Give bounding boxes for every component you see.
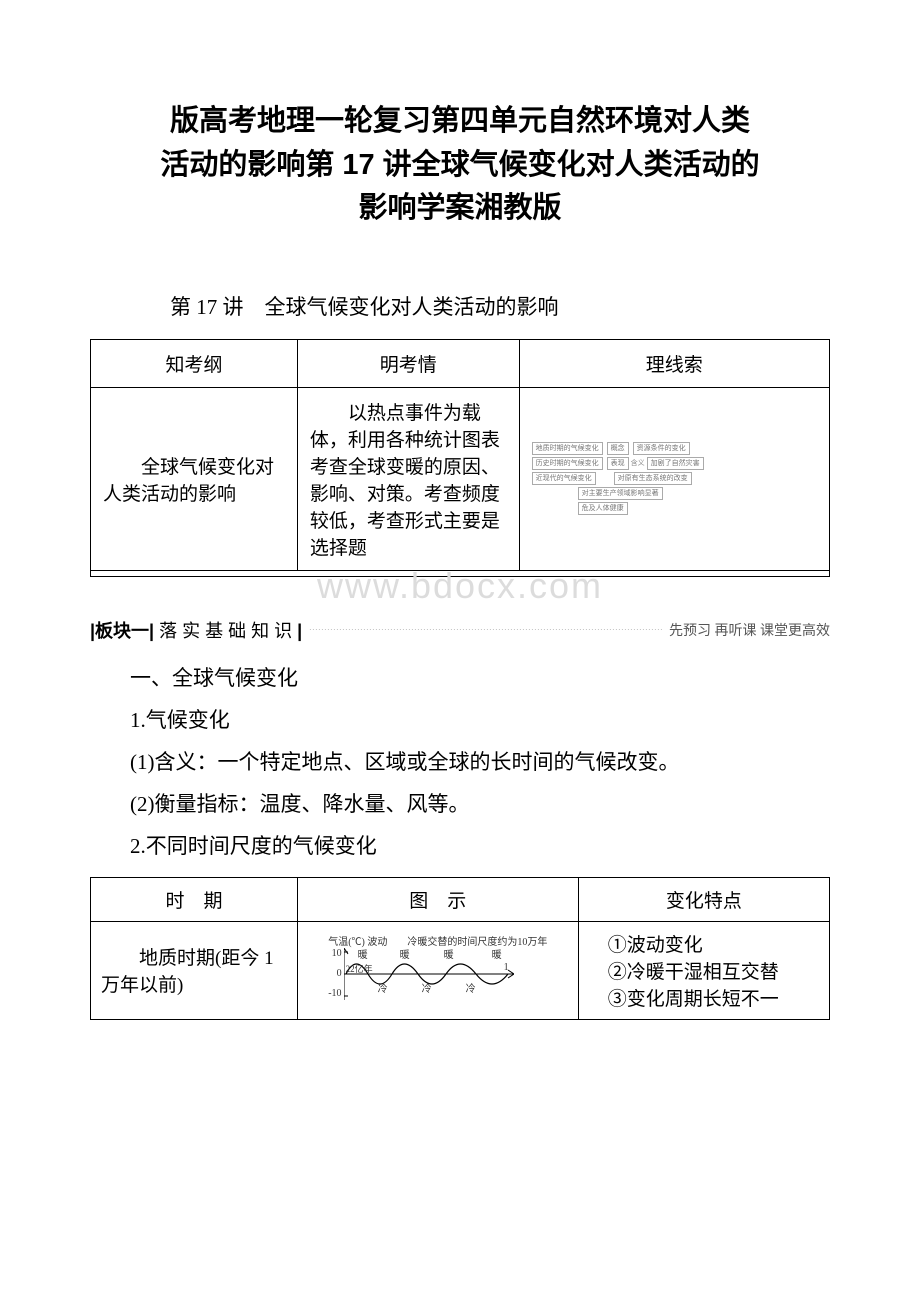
table-row: 地质时期(距今 1 万年以前) 气温(℃) 波动 冷暖交替的时间尺度约为10万年… bbox=[91, 921, 830, 1019]
document-title: 版高考地理一轮复习第四单元自然环境对人类 活动的影响第 17 讲全球气候变化对人… bbox=[90, 100, 830, 231]
cell-thread-diagram: 地质时期的气候变化 概念 资源条件的变化 历史时期的气候变化 表现 含义 加剧了… bbox=[519, 387, 829, 570]
y-tick: 10 bbox=[328, 948, 341, 960]
header-syllabus: 知考纲 bbox=[91, 339, 298, 387]
para-3: (2)衡量指标：温度、降水量、风等。 bbox=[130, 783, 830, 825]
cell-period: 地质时期(距今 1 万年以前) bbox=[91, 921, 298, 1019]
para-1: 1.气候变化 bbox=[130, 699, 830, 741]
chart-top-label: 冷暖交替的时间尺度约为10万年 bbox=[407, 937, 547, 948]
table-row: 全球气候变化对人类活动的影响 以热点事件为载体，利用各种统计图表考查全球变暖的原… bbox=[91, 387, 830, 570]
cell-features: ①波动变化 ②冷暖干湿相互交替 ③变化周期长短不一 bbox=[578, 921, 829, 1019]
title-line-3: 影响学案湘教版 bbox=[358, 192, 561, 224]
header-period: 时 期 bbox=[91, 877, 298, 921]
watermark-text: www.bdocx.com bbox=[90, 565, 830, 607]
chart-y-label: 气温(℃) 波动 bbox=[328, 937, 387, 948]
cell-exam-situation: 以热点事件为载体，利用各种统计图表考查全球变暖的原因、影响、对策。考查频度较低，… bbox=[297, 387, 519, 570]
x-end-label: 1 bbox=[504, 962, 509, 974]
title-line-1: 版高考地理一轮复习第四单元自然环境对人类 bbox=[170, 105, 750, 137]
para-2: (1)含义：一个特定地点、区域或全球的长时间的气候改变。 bbox=[130, 741, 830, 783]
thread-diagram: 地质时期的气候变化 概念 资源条件的变化 历史时期的气候变化 表现 含义 加剧了… bbox=[532, 441, 704, 516]
title-line-2: 活动的影响第 17 讲全球气候变化对人类活动的 bbox=[160, 149, 759, 181]
temperature-wave-chart: 气温(℃) 波动 冷暖交替的时间尺度约为10万年 10 0 -10 bbox=[328, 937, 547, 1004]
section-bar-left: |板块一| 落 实 基 础 知 识 | bbox=[90, 617, 302, 643]
table-header-row: 时 期 图 示 变化特点 bbox=[91, 877, 830, 921]
header-features: 变化特点 bbox=[578, 877, 829, 921]
x-start-label: 22亿年 bbox=[346, 964, 373, 975]
overview-table: 知考纲 明考情 理线索 全球气候变化对人类活动的影响 以热点事件为载体，利用各种… bbox=[90, 339, 830, 577]
section-bar-dots bbox=[308, 625, 663, 635]
heading-1: 一、全球气候变化 bbox=[130, 657, 830, 699]
para-4: 2.不同时间尺度的气候变化 bbox=[130, 825, 830, 867]
lecture-subtitle: 第 17 讲 全球气候变化对人类活动的影响 bbox=[170, 291, 830, 321]
table-header-row: 知考纲 明考情 理线索 bbox=[91, 339, 830, 387]
feature-item: ①波动变化 bbox=[589, 930, 819, 957]
cell-chart: 气温(℃) 波动 冷暖交替的时间尺度约为10万年 10 0 -10 bbox=[297, 921, 578, 1019]
body-text-block: 一、全球气候变化 1.气候变化 (1)含义：一个特定地点、区域或全球的长时间的气… bbox=[130, 657, 830, 867]
y-tick: 0 bbox=[328, 968, 341, 980]
cell-syllabus: 全球气候变化对人类活动的影响 bbox=[91, 387, 298, 570]
feature-item: ②冷暖干湿相互交替 bbox=[589, 957, 819, 984]
y-tick: -10 bbox=[328, 988, 341, 1000]
header-diagram: 图 示 bbox=[297, 877, 578, 921]
section-bar: |板块一| 落 实 基 础 知 识 | 先预习 再听课 课堂更高效 bbox=[90, 617, 830, 643]
header-exam-situation: 明考情 bbox=[297, 339, 519, 387]
feature-item: ③变化周期长短不一 bbox=[589, 984, 819, 1011]
timescale-table: 时 期 图 示 变化特点 地质时期(距今 1 万年以前) 气温(℃) 波动 冷暖… bbox=[90, 877, 830, 1020]
section-bar-right: 先预习 再听课 课堂更高效 bbox=[669, 620, 830, 640]
header-thread: 理线索 bbox=[519, 339, 829, 387]
